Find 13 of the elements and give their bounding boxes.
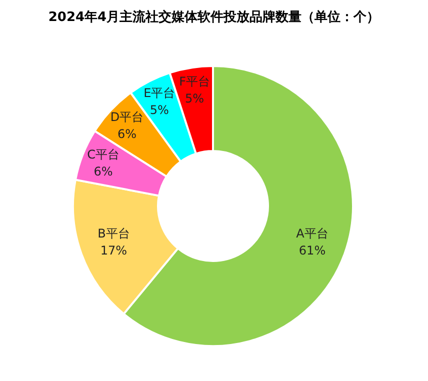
data-label: 5% bbox=[150, 102, 169, 117]
slice-label: B平台 bbox=[98, 226, 130, 241]
data-label: 17% bbox=[100, 244, 128, 258]
slice-label: A平台 bbox=[296, 226, 328, 241]
slice-label: D平台 bbox=[110, 110, 144, 124]
data-label: 61% bbox=[298, 244, 326, 258]
slice-label: F平台 bbox=[179, 74, 210, 88]
data-label: 6% bbox=[117, 127, 137, 142]
slice-label: C平台 bbox=[87, 148, 120, 162]
data-label: 6% bbox=[94, 164, 113, 179]
slice-label: E平台 bbox=[144, 86, 176, 100]
chart-title: 2024年4月主流社交媒体软件投放品牌数量（单位：个） bbox=[47, 8, 381, 26]
data-label: 5% bbox=[185, 91, 204, 106]
